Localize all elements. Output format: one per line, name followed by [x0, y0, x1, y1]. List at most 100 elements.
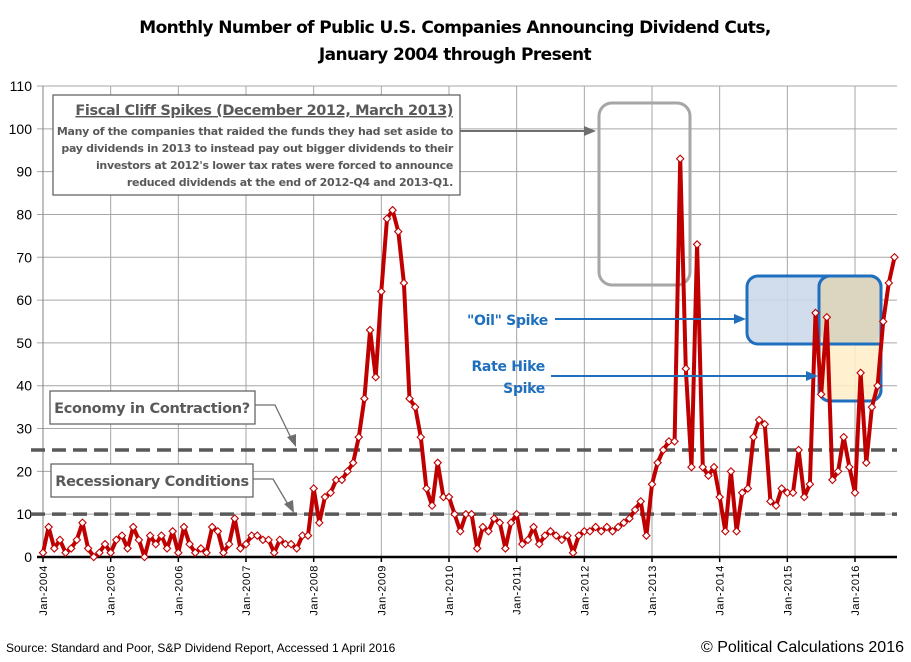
data-point [495, 518, 505, 528]
data-point [472, 544, 482, 553]
rate-hike-arrowhead-icon [806, 371, 818, 381]
data-point [422, 484, 431, 493]
data-point [799, 492, 809, 502]
data-point [506, 518, 516, 528]
data-point [410, 402, 420, 412]
oil-spike-arrowhead-icon [734, 314, 746, 324]
data-point [252, 531, 262, 540]
data-point [749, 432, 758, 442]
data-point [455, 526, 465, 536]
x-tick-label: Jan-2006 [173, 565, 185, 616]
fiscal-cliff-arrowhead-icon [584, 126, 596, 136]
data-point [878, 317, 888, 326]
data-point [314, 518, 324, 528]
data-point [44, 522, 54, 532]
data-point [348, 458, 358, 468]
data-point [173, 548, 183, 558]
fiscal-cliff-highlight-box [597, 101, 692, 287]
fiscal-cliff-text-line-1: Many of the companies that raided the fu… [57, 125, 454, 138]
x-tick-label: Jan-2010 [444, 565, 456, 616]
data-point [811, 308, 820, 318]
y-tick-label: 50 [16, 335, 32, 351]
data-point [168, 526, 178, 536]
data-point [269, 548, 279, 558]
data-point [365, 325, 375, 335]
data-point [523, 535, 533, 545]
data-point [235, 544, 245, 553]
data-point [771, 501, 781, 510]
data-point [83, 544, 93, 553]
data-point [286, 539, 296, 549]
data-point [224, 539, 234, 549]
economy-contraction-annotation: Economy in Contraction? [49, 390, 296, 447]
data-point [117, 531, 127, 540]
data-point [207, 522, 217, 532]
series-dividend-cuts [38, 154, 899, 562]
data-point [230, 514, 240, 523]
data-point [55, 535, 65, 545]
economy-contraction-arrowhead-icon [287, 434, 296, 447]
y-tick-label: 70 [16, 249, 32, 265]
data-point [636, 496, 646, 506]
data-point [354, 432, 364, 442]
data-point [856, 368, 866, 378]
data-point [551, 531, 561, 540]
data-point [687, 462, 696, 472]
rate-hike-label-line-2: Spike [503, 381, 545, 397]
data-point [145, 531, 155, 540]
data-point [72, 535, 82, 545]
data-point [782, 488, 792, 498]
data-point [484, 526, 493, 536]
data-point [100, 539, 110, 549]
data-point [478, 522, 488, 532]
data-point [844, 462, 854, 472]
data-point [884, 278, 894, 288]
data-point [405, 394, 414, 403]
x-tick-label: Jan-2016 [850, 565, 862, 616]
rate-hike-label-line-1: Rate Hike [471, 359, 545, 375]
data-point [766, 496, 775, 506]
data-point [213, 526, 223, 536]
data-point [416, 432, 426, 442]
data-point [49, 544, 59, 553]
data-point [399, 278, 409, 288]
data-point [816, 389, 826, 399]
data-point [546, 526, 555, 536]
data-point [95, 548, 104, 558]
data-point [89, 552, 99, 562]
x-tick-label: Jan-2007 [241, 565, 253, 616]
x-tick-label: Jan-2009 [376, 565, 388, 616]
oil-spike-annotation: "Oil" Spike [467, 313, 746, 329]
data-point [292, 544, 302, 553]
data-point [608, 526, 617, 536]
overlap-highlight [820, 277, 880, 343]
data-point [641, 531, 651, 540]
data-point [298, 531, 307, 540]
data-point [185, 539, 194, 549]
data-point [258, 535, 268, 545]
chart-subtitle: January 2004 through Present [318, 45, 592, 65]
data-point [777, 484, 787, 493]
data-point [309, 484, 319, 493]
data-point [828, 475, 837, 485]
data-point [890, 252, 899, 262]
data-point [591, 522, 600, 532]
data-point [123, 544, 132, 553]
data-point [461, 509, 471, 519]
data-point [602, 522, 612, 532]
x-tick-label: Jan-2015 [782, 565, 794, 616]
data-point [873, 381, 882, 391]
data-point [664, 437, 674, 446]
data-point [450, 509, 460, 519]
data-point [517, 539, 527, 549]
data-point [281, 539, 290, 549]
data-point [850, 488, 860, 498]
data-point [331, 475, 341, 485]
y-tick-label: 30 [16, 421, 32, 437]
data-point [557, 535, 567, 545]
fiscal-cliff-text-line-2: pay dividends in 2013 to instead pay out… [61, 142, 453, 155]
data-point [704, 471, 713, 481]
data-point [219, 548, 228, 558]
fiscal-cliff-text-line-3: investors at 2012's lower tax rates were… [96, 159, 453, 172]
data-point [393, 227, 403, 236]
